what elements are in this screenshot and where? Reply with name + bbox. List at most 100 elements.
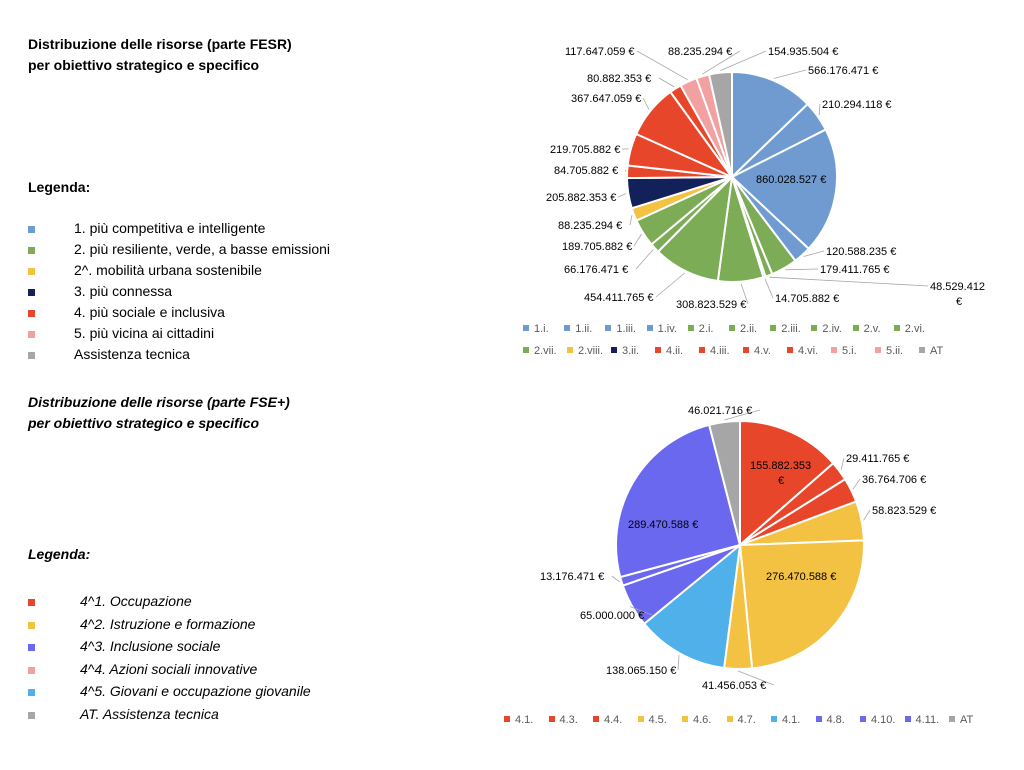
legend-swatch <box>28 689 35 696</box>
legend-swatch <box>904 716 911 722</box>
legend-label: 4. più sociale e inclusiva <box>74 304 225 320</box>
leader-line <box>635 249 654 270</box>
legend-swatch <box>860 716 866 722</box>
data-label: 154.935.504 € <box>768 46 838 58</box>
chart-title-line: Distribuzione delle risorse (parte FESR) <box>28 36 292 52</box>
series-legend-item-1-ii: 1.ii. <box>564 323 592 335</box>
legend-label: 4.3. <box>559 714 578 726</box>
leader-line <box>818 103 821 116</box>
data-label: 276.470.588 € <box>766 571 836 583</box>
series-legend-item-2-ii: 2.ii. <box>729 323 757 335</box>
legend-label: 2.v. <box>863 323 881 335</box>
series-legend-item-4-ii: 4.ii. <box>655 345 683 357</box>
legend-swatch <box>687 325 694 331</box>
legend-label: 5.ii. <box>886 345 904 357</box>
series-legend-item-2-viii: 2.viii. <box>567 345 603 357</box>
series-legend-item-5-i: 5.i. <box>831 345 857 357</box>
legend-swatch <box>567 347 573 353</box>
series-legend-item-5-ii: 5.ii. <box>875 345 903 357</box>
legend-label: Assistenza tecnica <box>74 346 190 362</box>
legend-swatch <box>564 325 571 331</box>
legend-swatch <box>28 599 35 606</box>
legend-swatch <box>893 325 900 331</box>
legend-label: 2.iv. <box>822 323 842 335</box>
series-legend-item-4-iii: 4.iii. <box>699 345 730 357</box>
legend-label: 4.4. <box>604 714 623 726</box>
legend-swatch <box>699 347 705 353</box>
legend-swatch <box>548 716 555 722</box>
legend-swatch <box>770 325 777 331</box>
leader-line <box>701 50 741 75</box>
series-legend-item-4-7: 4.7. <box>726 714 756 726</box>
pie-slice-4-6-5 <box>738 539 865 670</box>
legend-label: 1.ii. <box>575 323 593 335</box>
data-label: 88.235.294 € <box>558 220 622 232</box>
leader-line <box>642 97 650 110</box>
series-legend-item-4-6: 4.6. <box>682 714 711 726</box>
data-label: 36.764.706 € <box>862 474 926 486</box>
pie-chart-1: 566.176.471 € 210.294.118 € 860.028.527 € 1… <box>546 46 985 311</box>
leader-line <box>720 50 767 71</box>
data-label: 120.588.235 € <box>826 246 896 258</box>
leader-line <box>863 509 871 521</box>
legend-swatch <box>729 325 735 331</box>
legend-swatch <box>28 331 35 338</box>
legend-swatch <box>611 347 617 353</box>
leader-line <box>769 276 929 287</box>
data-label: 860.028.527 € <box>756 174 826 186</box>
legend-swatch <box>771 716 777 722</box>
leader-line <box>633 233 642 247</box>
legend-swatch <box>949 716 955 722</box>
legend-swatch <box>831 347 837 353</box>
legend-label: 2^. mobilità urbana sostenibile <box>74 262 262 278</box>
data-label: 13.176.471 € <box>540 571 604 583</box>
legend-swatch <box>28 289 35 296</box>
leader-line <box>852 478 861 490</box>
data-label: 66.176.471 € <box>564 264 628 276</box>
legend-swatch <box>875 347 881 353</box>
legend-swatch <box>28 666 35 674</box>
data-label: 189.705.882 € <box>562 241 632 253</box>
legend-swatch <box>28 352 35 359</box>
legend-swatch <box>787 347 793 353</box>
data-label: 289.470.588 € <box>628 519 698 531</box>
leader-line <box>740 283 749 305</box>
leader-line <box>737 670 775 686</box>
data-label: 65.000.000 € <box>580 610 644 622</box>
legend-swatch <box>593 716 599 722</box>
legend-swatch <box>815 716 822 722</box>
leader-line <box>611 575 620 583</box>
data-label: 155.882.353 <box>750 460 811 472</box>
legend-label: 4.v. <box>754 345 771 357</box>
leader-line <box>636 50 688 81</box>
data-label: 80.882.353 € <box>587 73 651 85</box>
leader-line <box>773 69 807 79</box>
legend-label: 4.11. <box>915 714 940 726</box>
pie-slice-4-1-1 <box>739 419 835 548</box>
data-label: 138.065.150 € <box>606 665 676 677</box>
legend-label: 4.1. <box>782 714 801 726</box>
data-label: 41.456.053 € <box>702 680 766 692</box>
series-legend-item-4-4: 4.4. <box>593 714 622 726</box>
legend-label: 4.10. <box>871 714 896 726</box>
pie-slice-at-11 <box>707 419 741 546</box>
legend-label: 4^1. Occupazione <box>80 593 192 609</box>
pie-slice-1-i-1 <box>731 70 810 180</box>
series-legend-item-2-i: 2.i. <box>687 323 714 335</box>
legend-swatch <box>646 325 653 331</box>
series-legend-item-2-vii: 2.vii. <box>523 345 557 357</box>
data-label: 179.411.765 € <box>820 264 890 276</box>
legend-label: 4^3. Inclusione sociale <box>80 638 221 654</box>
legend-swatch <box>28 226 35 233</box>
leader-line <box>629 215 633 226</box>
legend-label: 2.i. <box>698 323 714 335</box>
chart-title-fse: Distribuzione delle risorse (parte FSE+)… <box>28 392 290 434</box>
legend-label: 3.ii. <box>622 345 640 357</box>
chart-subtitle-line: per obiettivo strategico e specifico <box>28 57 260 73</box>
legend-swatch <box>523 347 529 353</box>
legend-swatch <box>28 711 35 719</box>
legend-swatch <box>28 621 35 629</box>
pie-slice-at-20 <box>707 70 733 178</box>
legend-swatch <box>811 325 818 331</box>
